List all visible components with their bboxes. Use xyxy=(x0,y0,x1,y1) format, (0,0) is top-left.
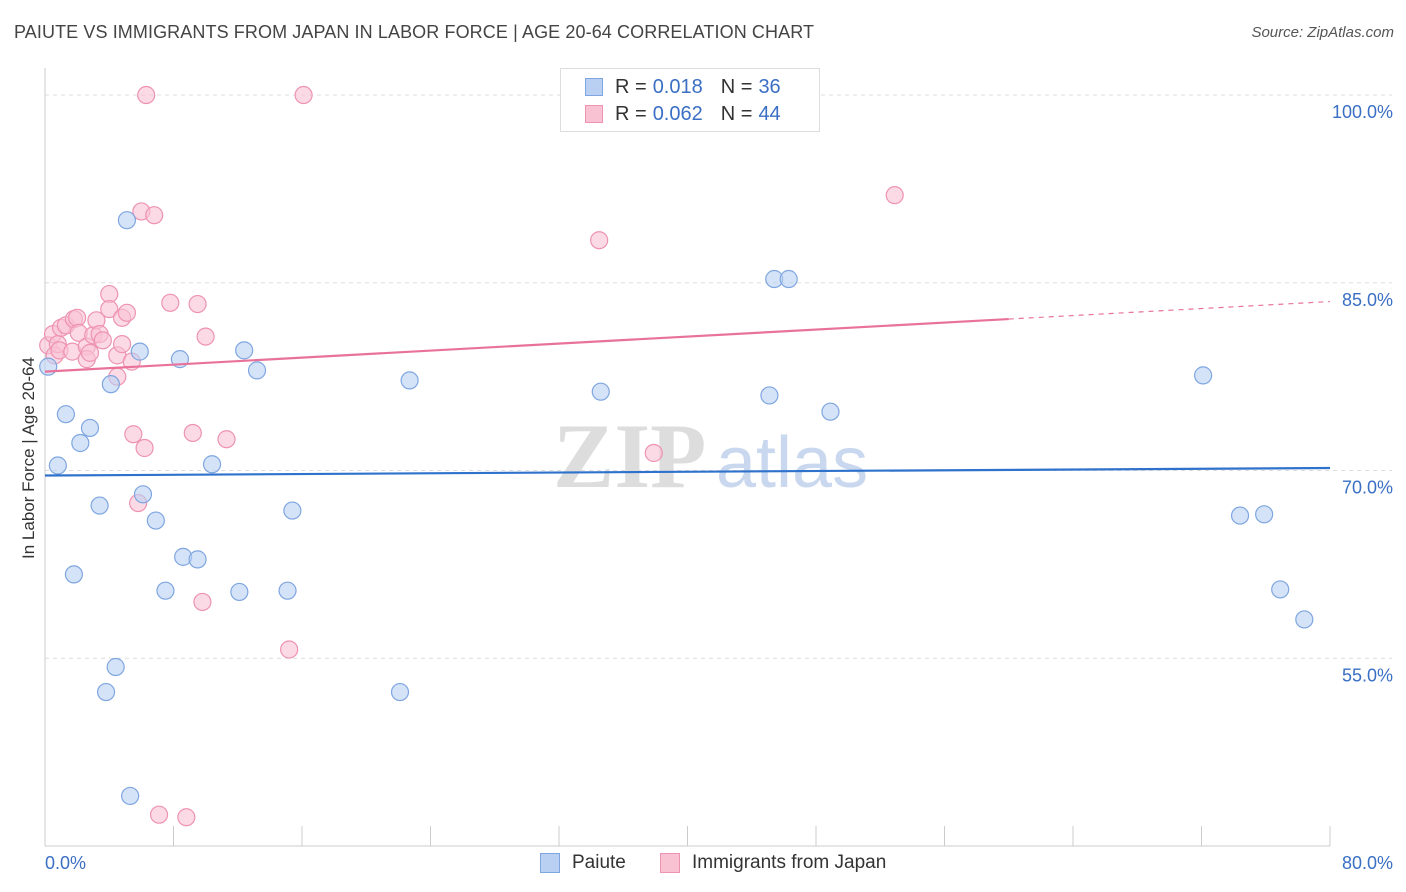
paiute-point xyxy=(80,418,100,438)
paiute-point xyxy=(39,357,58,376)
paiute-point xyxy=(117,211,137,230)
legend-n-label: N = xyxy=(720,102,753,125)
paiute-point xyxy=(821,402,840,421)
paiute-point xyxy=(133,485,153,504)
x-tick-label: 80.0% xyxy=(1342,853,1393,873)
y-tick-label: 100.0% xyxy=(1332,102,1393,122)
legend-r-value: 0.018 xyxy=(652,75,703,98)
paiute-point xyxy=(71,433,90,453)
japan-point xyxy=(188,294,207,314)
japan-point xyxy=(294,85,313,105)
series-paiute-points xyxy=(39,211,1314,806)
japan-point xyxy=(135,438,154,458)
japan-legend-swatch-icon xyxy=(660,853,680,873)
bottom-legend-paiute: Paiute xyxy=(540,852,626,874)
legend-r-label: R = xyxy=(615,75,647,98)
japan-point xyxy=(280,640,299,659)
paiute-point xyxy=(121,786,140,806)
paiute-point xyxy=(1295,610,1314,629)
japan-point xyxy=(196,327,215,346)
paiute-point xyxy=(130,342,149,361)
axes xyxy=(44,68,1331,847)
japan-point xyxy=(124,425,143,444)
paiute-point xyxy=(278,581,297,600)
japan-point xyxy=(217,430,236,449)
paiute-trend-line xyxy=(44,466,1331,477)
legend-n-value: 44 xyxy=(758,102,781,125)
paiute-point xyxy=(760,386,779,405)
japan-point xyxy=(93,331,112,350)
paiute-point xyxy=(106,657,125,677)
paiute-point xyxy=(90,496,109,515)
y-axis-label: In Labor Force | Age 20-64 xyxy=(19,357,38,559)
paiute-point xyxy=(202,455,222,474)
paiute-point xyxy=(48,456,67,475)
legend-n-value: 36 xyxy=(758,75,781,98)
y-tick-label: 70.0% xyxy=(1342,478,1393,498)
bottom-legend-japan-label: Immigrants from Japan xyxy=(692,852,887,873)
watermark-zip: ZIP xyxy=(553,405,706,507)
paiute-point xyxy=(1230,506,1250,525)
paiute-point xyxy=(1194,366,1213,385)
y-tick-labels: 55.0% 70.0% 85.0% 100.0% xyxy=(1332,102,1393,685)
japan-point xyxy=(193,592,212,612)
legend-row-japan: R = 0.062 N = 44 xyxy=(585,102,781,126)
japan-point xyxy=(177,808,196,827)
series-japan-points xyxy=(39,85,904,827)
source-label: Source: ZipAtlas.com xyxy=(1251,24,1394,41)
japan-point xyxy=(68,308,87,327)
paiute-point xyxy=(1255,505,1274,524)
x-tick-label: 0.0% xyxy=(45,853,86,873)
y-tick-label: 55.0% xyxy=(1342,665,1393,685)
gridlines xyxy=(45,94,1392,659)
paiute-point xyxy=(188,550,207,569)
japan-point xyxy=(885,186,904,205)
legend-row-paiute: R = 0.018 N = 36 xyxy=(585,75,781,99)
paiute-legend-swatch-icon xyxy=(540,853,560,873)
japan-point xyxy=(590,231,609,250)
japan-point xyxy=(183,423,202,443)
japan-point xyxy=(80,343,100,362)
paiute-point xyxy=(64,565,84,584)
correlation-legend: R = 0.018 N = 36 R = 0.062 N = 44 xyxy=(560,68,820,132)
japan-trend-line xyxy=(44,317,1009,373)
paiute-point xyxy=(146,511,165,530)
paiute-point xyxy=(235,341,254,360)
legend-r-label: R = xyxy=(615,102,647,125)
japan-point xyxy=(161,293,180,312)
paiute-point xyxy=(779,269,798,289)
paiute-point xyxy=(56,405,75,424)
japan-point xyxy=(112,335,132,354)
japan-point xyxy=(137,85,156,105)
japan-point xyxy=(117,303,137,322)
legend-r-value: 0.062 xyxy=(652,102,703,125)
paiute-point xyxy=(101,375,120,394)
x-tick-labels: 0.0% 80.0% xyxy=(45,853,1393,873)
japan-trend-extension xyxy=(1008,300,1331,320)
trend-lines xyxy=(44,300,1331,477)
legend-n-label: N = xyxy=(720,75,753,98)
chart-title: PAIUTE VS IMMIGRANTS FROM JAPAN IN LABOR… xyxy=(14,22,815,42)
paiute-point xyxy=(400,371,419,390)
japan-point xyxy=(145,206,164,225)
paiute-point xyxy=(156,581,175,600)
paiute-point xyxy=(230,582,249,602)
japan-point xyxy=(644,443,663,463)
japan-swatch-icon xyxy=(585,105,603,123)
bottom-legend-japan: Immigrants from Japan xyxy=(660,852,886,874)
paiute-point xyxy=(1271,580,1290,599)
paiute-point xyxy=(283,501,302,520)
japan-point xyxy=(149,805,169,824)
bottom-legend-paiute-label: Paiute xyxy=(572,852,626,873)
paiute-point xyxy=(247,361,267,380)
paiute-point xyxy=(390,682,410,702)
paiute-point xyxy=(591,382,610,401)
paiute-point xyxy=(96,682,116,702)
paiute-swatch-icon xyxy=(585,78,603,96)
y-tick-label: 85.0% xyxy=(1342,290,1393,310)
japan-point xyxy=(100,299,119,319)
watermark-atlas: atlas xyxy=(716,423,868,503)
